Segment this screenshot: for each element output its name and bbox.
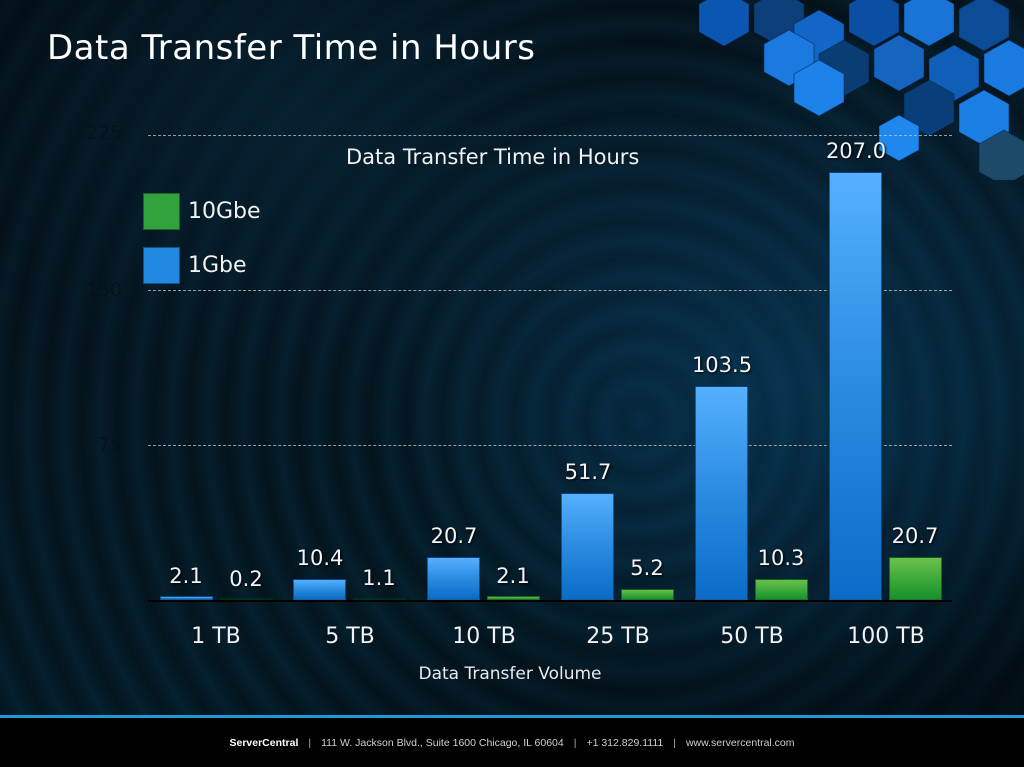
slide-title: Data Transfer Time in Hours	[47, 28, 536, 68]
footer-address: 111 W. Jackson Blvd., Suite 1600 Chicago…	[321, 736, 564, 749]
value-label: 10.4	[296, 546, 344, 570]
footer-separator: |	[673, 736, 676, 749]
x-axis-label: Data Transfer Volume	[418, 664, 602, 684]
value-label: 2.1	[169, 564, 203, 588]
hexagon-decoration-icon	[698, 0, 1024, 180]
footer-accent-line	[0, 715, 1024, 718]
legend-label: 1Gbe	[188, 253, 247, 278]
x-tick-25tb: 25 TB	[586, 624, 650, 649]
legend-label: 10Gbe	[188, 199, 261, 224]
footer: ServerCentral | 111 W. Jackson Blvd., Su…	[0, 718, 1024, 767]
legend-item-10gbe: 10Gbe	[143, 193, 261, 230]
value-label: 0.2	[229, 567, 263, 591]
x-tick-5tb: 5 TB	[325, 624, 375, 649]
value-label: 2.1	[496, 564, 530, 588]
value-label: 207.0	[825, 139, 887, 163]
x-tick-10tb: 10 TB	[452, 624, 516, 649]
bar-10gbe-50tb	[755, 579, 808, 600]
value-label: 10.3	[757, 546, 805, 570]
bar-10gbe-1tb	[220, 598, 273, 600]
value-label: 1.1	[362, 566, 396, 590]
plot-area	[148, 100, 952, 600]
footer-brand: ServerCentral	[229, 736, 299, 749]
x-tick-100tb: 100 TB	[847, 624, 925, 649]
value-label: 5.2	[630, 556, 664, 580]
y-tick-75: 75	[97, 434, 122, 456]
bar-10gbe-25tb	[621, 589, 674, 600]
bar-10gbe-10tb	[487, 596, 540, 600]
legend-swatch-green	[143, 193, 180, 230]
bar-1gbe-25tb	[561, 493, 614, 600]
bar-1gbe-10tb	[427, 557, 480, 600]
x-tick-1tb: 1 TB	[191, 624, 241, 649]
y-tick-225: 225	[85, 122, 122, 144]
value-label: 103.5	[691, 353, 753, 377]
x-axis-line	[148, 600, 952, 602]
legend-swatch-blue	[143, 247, 180, 284]
gridline-75	[148, 445, 952, 446]
bar-1gbe-1tb	[160, 596, 213, 600]
footer-website[interactable]: www.servercentral.com	[685, 736, 795, 749]
chart-title: Data Transfer Time in Hours	[346, 145, 640, 169]
footer-separator: |	[308, 736, 312, 749]
bar-10gbe-5tb	[353, 598, 406, 600]
footer-phone: +1 312.829.1111	[586, 736, 664, 749]
bar-1gbe-50tb	[695, 386, 748, 600]
gridline-225	[148, 135, 952, 136]
legend-item-1gbe: 1Gbe	[143, 247, 247, 284]
gridline-150	[148, 290, 952, 291]
value-label: 51.7	[564, 460, 612, 484]
bar-1gbe-100tb	[829, 172, 882, 600]
y-tick-150: 150	[85, 279, 122, 301]
value-label: 20.7	[891, 524, 939, 548]
bar-10gbe-100tb	[889, 557, 942, 600]
footer-separator: |	[573, 736, 577, 749]
bar-1gbe-5tb	[293, 579, 346, 600]
value-label: 20.7	[430, 524, 478, 548]
x-tick-50tb: 50 TB	[720, 624, 784, 649]
